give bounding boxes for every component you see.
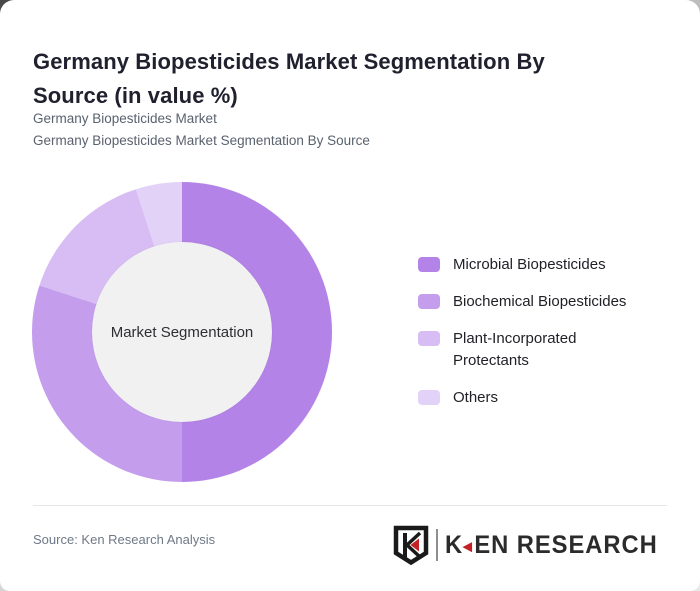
legend-item: Microbial Biopesticides xyxy=(418,254,633,276)
footer-divider xyxy=(33,505,667,506)
page-title: Germany Biopesticides Market Segmentatio… xyxy=(33,48,545,108)
donut-center-label: Market Segmentation xyxy=(110,323,254,341)
ken-research-emblem-icon xyxy=(393,525,429,565)
legend-item: Plant-Incorporated Protectants xyxy=(418,328,633,372)
legend-label: Biochemical Biopesticides xyxy=(453,293,627,310)
donut-chart: Market Segmentation xyxy=(32,182,332,482)
ken-research-logo: K◄EN RESEARCH xyxy=(392,525,669,565)
chart-legend: Microbial Biopesticides Biochemical Biop… xyxy=(418,254,633,409)
chart-subtitles: Germany Biopesticides Market Germany Bio… xyxy=(33,108,370,151)
legend-swatch-microbial xyxy=(418,257,440,272)
ken-research-wordmark: K◄EN RESEARCH xyxy=(445,530,658,559)
legend-label: Plant-Incorporated Protectants xyxy=(453,330,577,369)
subtitle-line-1: Germany Biopesticides Market xyxy=(33,111,217,126)
donut-hole: Market Segmentation xyxy=(92,242,272,422)
legend-label: Others xyxy=(453,389,499,406)
legend-item: Biochemical Biopesticides xyxy=(418,291,633,313)
legend-swatch-others xyxy=(418,390,440,405)
legend-swatch-biochemical xyxy=(418,294,440,309)
legend-label: Microbial Biopesticides xyxy=(453,256,606,273)
source-attribution: Source: Ken Research Analysis xyxy=(33,532,216,547)
legend-item: Others xyxy=(418,387,633,409)
legend-swatch-plant-incorporated xyxy=(418,331,440,346)
logo-triangle-icon: ◄ xyxy=(459,536,477,556)
subtitle-line-2: Germany Biopesticides Market Segmentatio… xyxy=(33,132,370,148)
logo-separator xyxy=(436,529,439,561)
